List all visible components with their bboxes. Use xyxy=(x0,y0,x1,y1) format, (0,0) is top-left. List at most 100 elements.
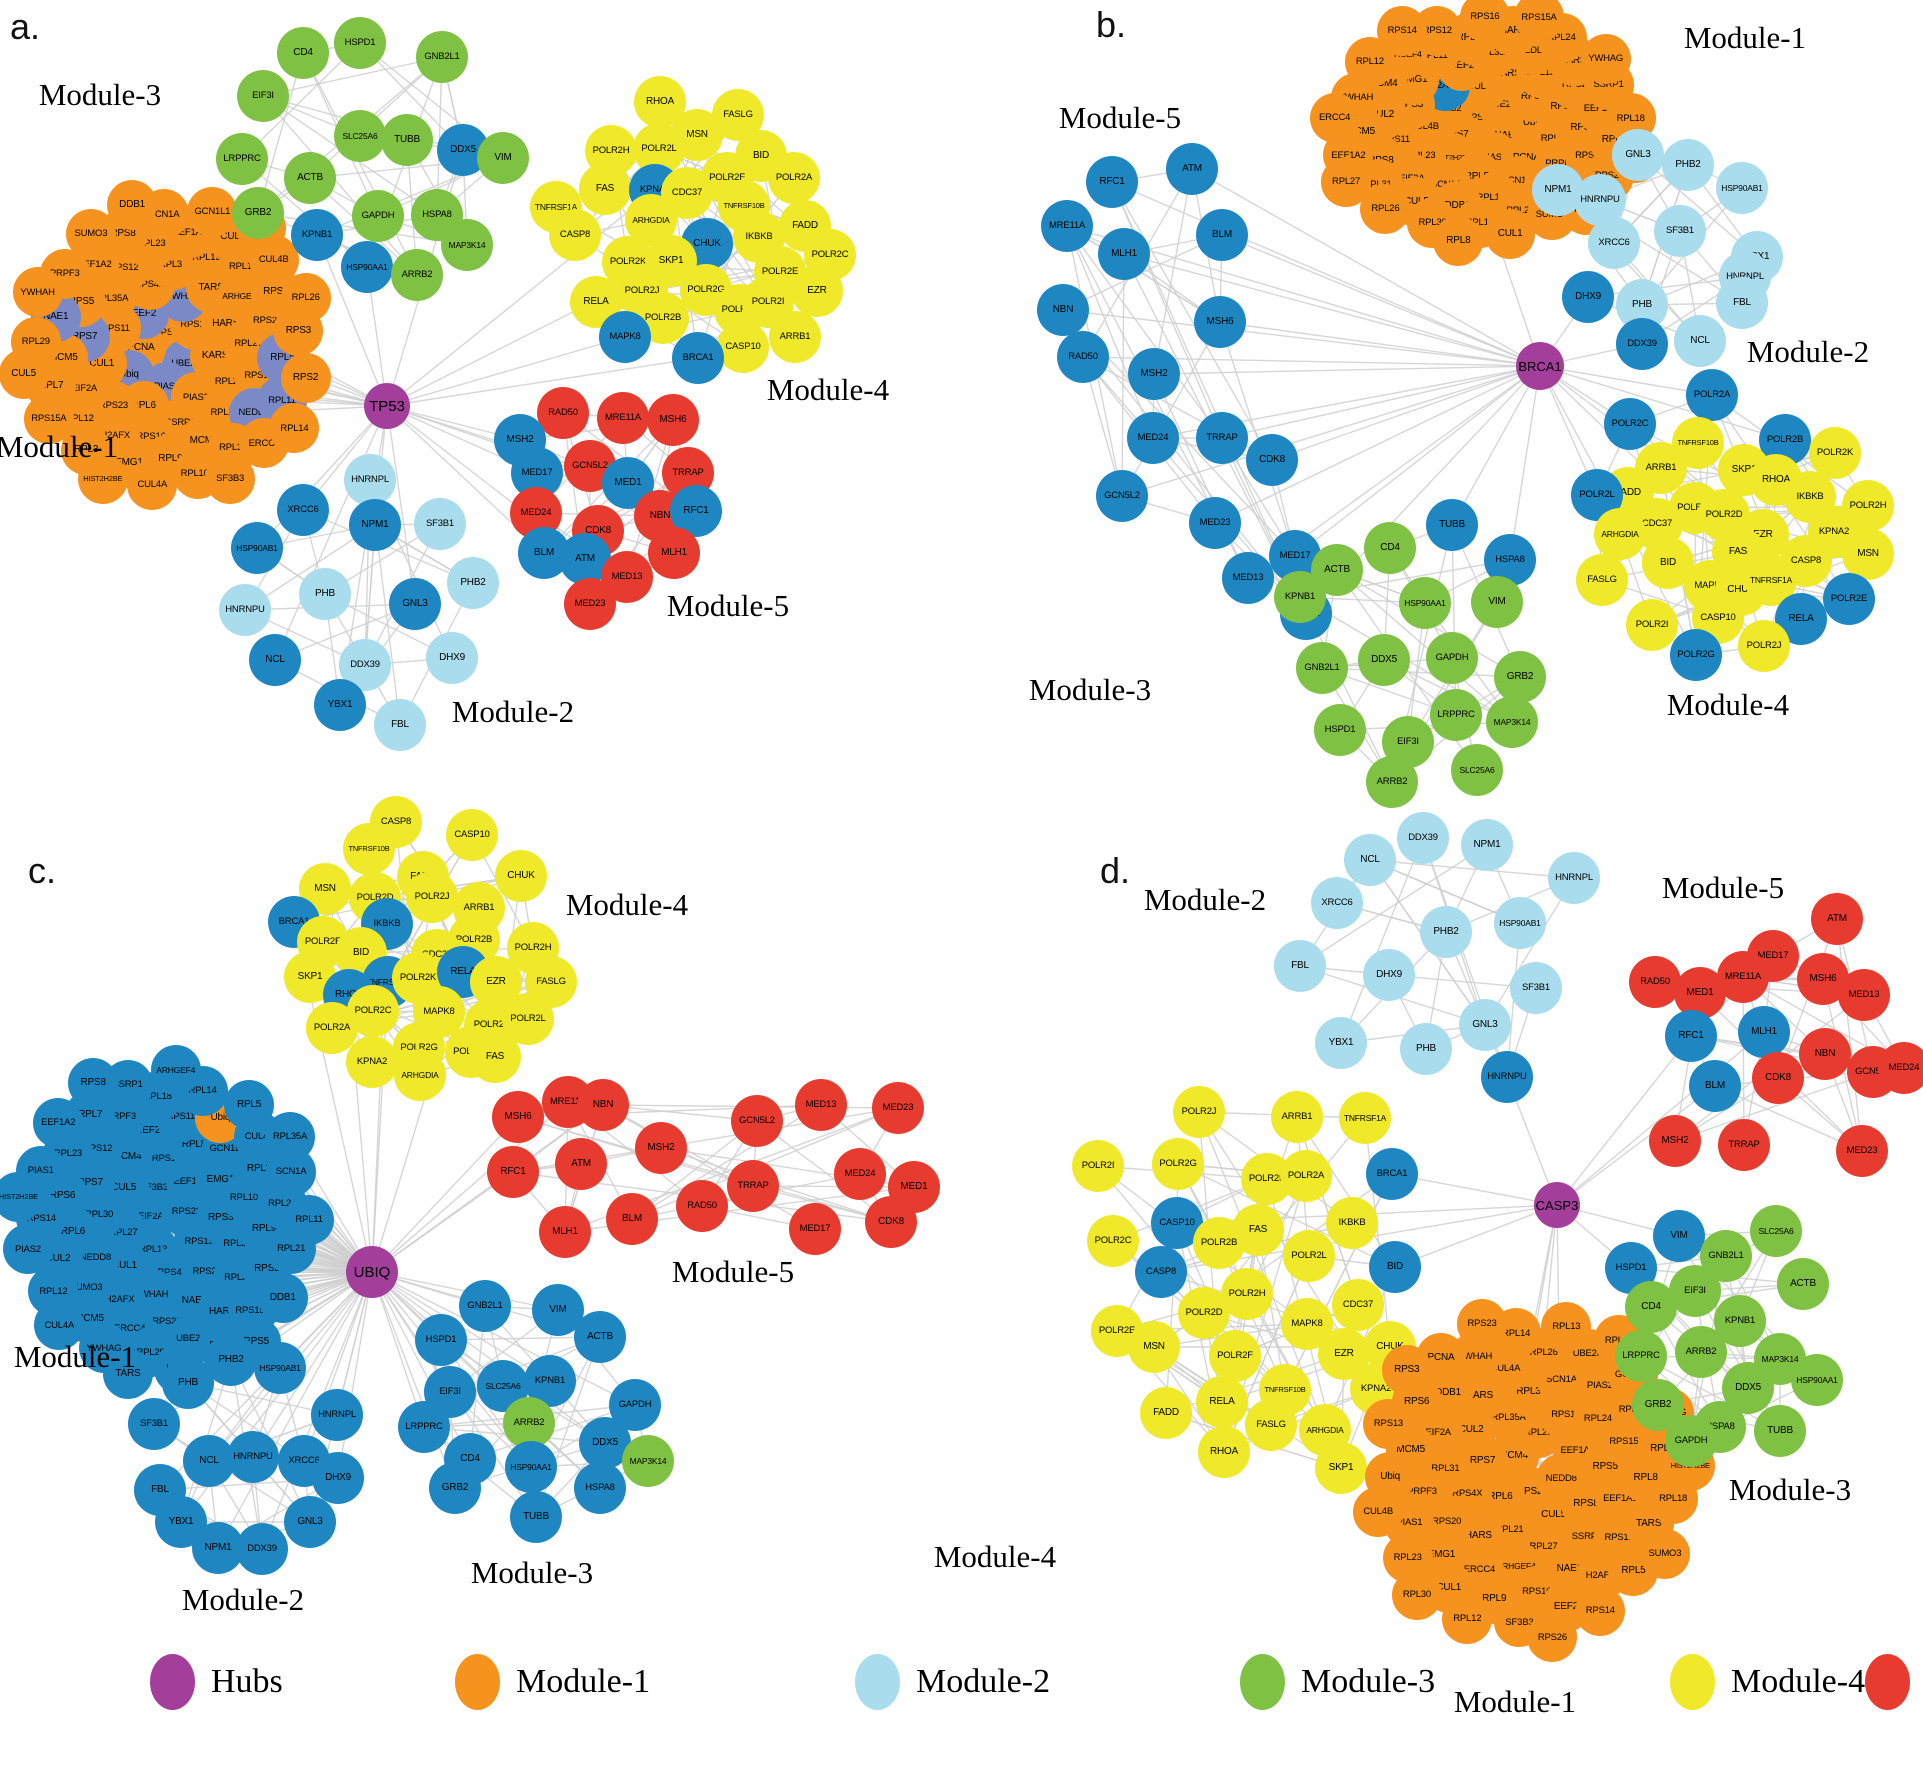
network-node[interactable]: HNRNPU xyxy=(227,1431,279,1483)
network-node[interactable]: EZR xyxy=(791,265,843,317)
network-node[interactable]: GNL3 xyxy=(1459,999,1511,1051)
network-node[interactable]: GCN1L1 xyxy=(187,186,238,237)
network-node[interactable]: MRE11A xyxy=(1041,200,1093,252)
network-node[interactable]: POLR2E xyxy=(1823,573,1875,625)
network-node[interactable]: FASLG xyxy=(1576,554,1628,606)
network-node[interactable]: POLR2I xyxy=(1626,599,1678,651)
network-node[interactable]: POLR2A xyxy=(1686,369,1738,421)
network-node[interactable]: XRCC6 xyxy=(1588,217,1640,269)
network-node[interactable]: RELA xyxy=(570,276,622,328)
network-node[interactable]: NBN xyxy=(1037,284,1089,336)
network-node[interactable]: POLR2C xyxy=(347,985,399,1037)
network-node[interactable]: RPL5 xyxy=(224,1079,275,1130)
network-node[interactable]: RPL26 xyxy=(280,272,331,323)
network-node[interactable]: YBX1 xyxy=(314,679,366,731)
network-node[interactable]: TUBB xyxy=(510,1491,562,1543)
network-node[interactable]: NCL xyxy=(1674,315,1726,367)
hub-node[interactable]: TP53 xyxy=(364,383,410,429)
network-node[interactable]: RFC1 xyxy=(487,1146,539,1198)
network-node[interactable]: CD4 xyxy=(1625,1281,1677,1333)
network-node[interactable]: MRE11A xyxy=(597,392,649,444)
network-node[interactable]: MSH6 xyxy=(1194,296,1246,348)
network-node[interactable]: BLM xyxy=(1689,1060,1741,1112)
network-node[interactable]: LRPPRC xyxy=(1615,1330,1667,1382)
network-node[interactable]: MAP3K14 xyxy=(1486,696,1538,748)
network-node[interactable]: HIST2H2BE xyxy=(77,453,128,504)
network-node[interactable]: RAD50 xyxy=(537,387,589,439)
network-node[interactable]: SLC25A6 xyxy=(334,110,386,162)
network-node[interactable]: TRRAP xyxy=(1196,412,1248,464)
hub-node[interactable]: BRCA1 xyxy=(1516,342,1564,390)
network-node[interactable]: CASP10 xyxy=(1692,592,1744,644)
hub-node[interactable]: CASP3 xyxy=(1534,1182,1580,1228)
network-node[interactable]: POLR2J xyxy=(1738,620,1790,672)
network-node[interactable]: GNL3 xyxy=(1612,129,1664,181)
network-node[interactable]: GNL3 xyxy=(389,578,441,630)
network-node[interactable]: MSN xyxy=(1842,528,1894,580)
network-node[interactable]: VIM xyxy=(1471,576,1523,628)
network-node[interactable]: HIST2H2BE xyxy=(0,1172,44,1223)
network-node[interactable]: GAPDH xyxy=(1665,1415,1717,1467)
network-node[interactable]: RPL12 xyxy=(1442,1594,1493,1644)
network-node[interactable]: MED13 xyxy=(1838,969,1890,1021)
network-node[interactable]: PHB2 xyxy=(447,557,499,609)
network-node[interactable]: GNB2L1 xyxy=(459,1280,511,1332)
network-node[interactable]: MED23 xyxy=(1836,1125,1888,1177)
network-node[interactable]: FBL xyxy=(374,699,426,751)
network-node[interactable]: MAPK8 xyxy=(599,311,651,363)
network-node[interactable]: MED17 xyxy=(789,1203,841,1255)
network-node[interactable]: MLH1 xyxy=(1098,228,1150,280)
network-node[interactable]: RPS16 xyxy=(1459,0,1510,43)
network-node[interactable]: RAD50 xyxy=(676,1180,728,1232)
network-node[interactable]: FAS xyxy=(469,1031,521,1083)
network-node[interactable]: TRRAP xyxy=(727,1160,779,1212)
network-node[interactable]: BRCA1 xyxy=(1366,1148,1418,1200)
network-node[interactable]: PHB2 xyxy=(1420,906,1472,958)
network-node[interactable]: POLR2A xyxy=(768,152,820,204)
network-node[interactable]: FBL xyxy=(1274,940,1326,992)
network-node[interactable]: ARHGDIA xyxy=(1594,508,1646,560)
network-node[interactable]: MAP3K14 xyxy=(622,1435,674,1487)
network-node[interactable]: MLH1 xyxy=(539,1206,591,1258)
network-node[interactable]: ARRB2 xyxy=(503,1397,555,1449)
network-node[interactable]: DDX39 xyxy=(1397,812,1449,864)
network-node[interactable]: NPM1 xyxy=(1461,819,1513,871)
network-node[interactable]: GAPDH xyxy=(1426,632,1478,684)
network-node[interactable]: EEF1A2 xyxy=(33,1098,84,1149)
network-node[interactable]: LRPPRC xyxy=(398,1401,450,1453)
network-node[interactable]: CDK8 xyxy=(1246,434,1298,486)
network-node[interactable]: ARRB1 xyxy=(769,311,821,363)
network-node[interactable]: BID xyxy=(1369,1241,1421,1293)
network-node[interactable]: CD4 xyxy=(277,27,329,79)
network-node[interactable]: NPM1 xyxy=(192,1522,244,1574)
network-node[interactable]: MSH6 xyxy=(492,1091,544,1143)
network-node[interactable]: TNFRSF1A xyxy=(1339,1092,1391,1144)
network-node[interactable]: CUL4B xyxy=(1353,1486,1404,1537)
network-node[interactable]: DHX9 xyxy=(1363,949,1415,1001)
network-node[interactable]: NCL xyxy=(183,1435,235,1487)
network-node[interactable]: POLR2J xyxy=(1173,1086,1225,1138)
network-node[interactable]: HSPD1 xyxy=(415,1314,467,1366)
network-node[interactable]: CUL5 xyxy=(0,349,49,400)
network-node[interactable]: DDX39 xyxy=(236,1523,288,1575)
network-node[interactable]: ACTB xyxy=(1777,1258,1829,1310)
network-node[interactable]: HNRNPU xyxy=(1481,1051,1533,1103)
network-node[interactable]: CASP8 xyxy=(549,209,601,261)
network-node[interactable]: LRPPRC xyxy=(216,133,268,185)
network-node[interactable]: RPL11 xyxy=(284,1194,335,1245)
network-node[interactable]: RAD50 xyxy=(1629,956,1681,1008)
network-node[interactable]: POLR2G xyxy=(1670,629,1722,681)
network-node[interactable]: ARHGDIA xyxy=(394,1049,446,1101)
network-node[interactable]: RPL14 xyxy=(269,403,320,454)
network-node[interactable]: MLH1 xyxy=(648,527,700,579)
network-node[interactable]: POLR2F xyxy=(1209,1330,1261,1382)
network-node[interactable]: MED13 xyxy=(1222,552,1274,604)
network-node[interactable]: PHB2 xyxy=(1662,139,1714,191)
network-node[interactable]: DDX5 xyxy=(1358,634,1410,686)
network-node[interactable]: SF3B1 xyxy=(1510,962,1562,1014)
network-node[interactable]: ATM xyxy=(1811,893,1863,945)
network-node[interactable]: ARHGEF4 xyxy=(150,1045,201,1096)
network-node[interactable]: RPS13 xyxy=(1363,1398,1414,1449)
network-node[interactable]: ACTB xyxy=(284,152,336,204)
network-node[interactable]: MSH2 xyxy=(1649,1115,1701,1167)
